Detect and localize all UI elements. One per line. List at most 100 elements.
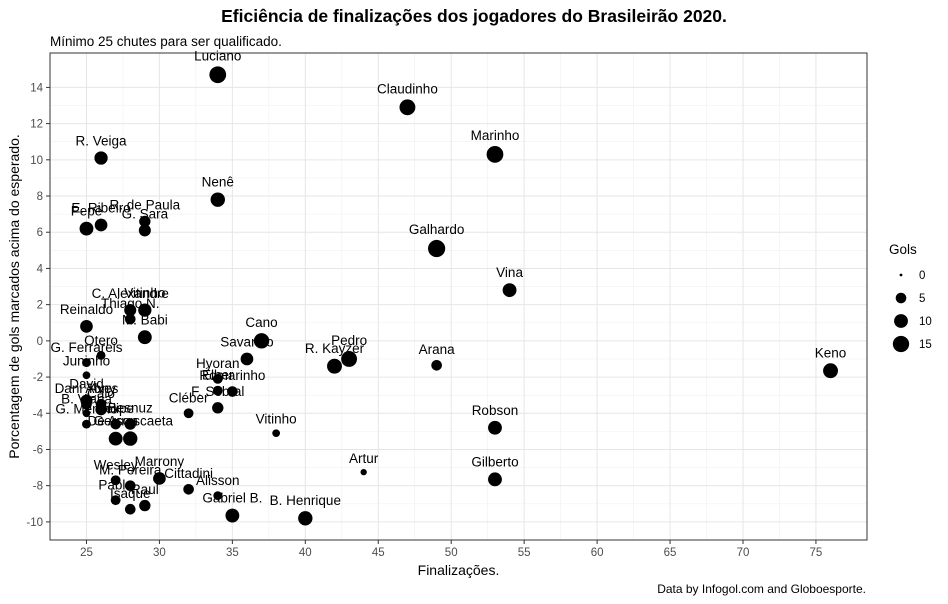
- point-label: Romarinho: [199, 368, 265, 383]
- data-point: [110, 495, 121, 506]
- legend-key: [895, 292, 907, 304]
- data-point: [108, 431, 123, 446]
- point-label: Felipe: [97, 401, 134, 416]
- data-point: [272, 429, 281, 438]
- data-point: [139, 215, 151, 228]
- point-label: Vitinho: [256, 411, 297, 426]
- y-tick-label: -10: [26, 517, 43, 529]
- point-label: Artur: [349, 451, 379, 466]
- point-label: Claudinho: [377, 81, 438, 96]
- x-tick-label: 65: [664, 547, 677, 559]
- point-label: Wesley: [94, 457, 138, 472]
- point-label: Hyoran: [196, 356, 240, 371]
- point-label: G. Ferrareis: [50, 340, 122, 355]
- point-label: Gilberto: [471, 454, 518, 469]
- data-point: [486, 145, 504, 163]
- y-tick-label: 6: [37, 227, 43, 239]
- y-tick-label: 0: [37, 336, 43, 348]
- point-label: Isaque: [110, 486, 151, 501]
- point-label: B. Henrique: [270, 493, 341, 508]
- data-point: [96, 350, 106, 360]
- x-tick-label: 35: [226, 547, 239, 559]
- data-point: [341, 351, 358, 367]
- plot-panel: [50, 53, 867, 540]
- point-label: Vitinho: [124, 285, 165, 300]
- data-point: [183, 484, 194, 495]
- point-label: Vina: [496, 265, 523, 280]
- point-label: Raul: [131, 482, 159, 497]
- data-point: [82, 409, 91, 418]
- point-label: M. Pereira: [99, 462, 162, 477]
- data-point: [227, 386, 238, 397]
- point-label: C. Alexandre: [92, 286, 169, 301]
- data-point: [82, 371, 91, 380]
- x-tick-label: 50: [445, 547, 458, 559]
- point-label: Otero: [84, 333, 118, 348]
- y-tick-label: 14: [30, 82, 43, 94]
- legend-label: 0: [919, 270, 925, 282]
- data-point: [327, 358, 342, 374]
- data-point: [488, 420, 502, 435]
- y-tick-label: 10: [30, 155, 43, 167]
- point-label: F. Sobral: [191, 384, 244, 399]
- point-label: Luciano: [194, 48, 241, 63]
- point-label: Marinho: [471, 128, 520, 143]
- point-label: Besnuz: [108, 400, 153, 415]
- point-label: Gabriel B.: [202, 491, 262, 506]
- data-point: [124, 304, 137, 317]
- point-label: G. Menino: [55, 402, 117, 417]
- point-label: De Arrascaeta: [87, 413, 173, 428]
- point-label: R. de Paula: [110, 198, 181, 213]
- data-point: [298, 511, 313, 526]
- point-label: Cléber: [169, 390, 209, 405]
- legend-label: 15: [919, 339, 932, 351]
- data-point: [137, 330, 152, 345]
- point-label: Pablo: [98, 477, 133, 492]
- data-point: [183, 408, 194, 419]
- x-tick-label: 25: [80, 547, 93, 559]
- point-label: B. Viana: [61, 391, 112, 406]
- point-label: Keno: [815, 345, 847, 360]
- point-label: Cano: [245, 315, 277, 330]
- x-axis-title: Finalizações.: [418, 562, 500, 578]
- point-label: M. Babi: [122, 312, 168, 327]
- point-label: Pepê: [71, 204, 103, 219]
- x-tick-label: 45: [372, 547, 385, 559]
- point-label: G. Sara: [122, 206, 169, 221]
- point-label: Yony: [86, 381, 116, 396]
- data-point: [123, 431, 138, 446]
- data-point: [95, 403, 107, 416]
- point-label: Robson: [472, 403, 519, 418]
- x-tick-label: 75: [810, 547, 823, 559]
- y-tick-label: 8: [37, 191, 43, 203]
- point-label: Marrony: [135, 454, 185, 469]
- point-label: E. Ribeiro: [71, 201, 130, 216]
- point-label: Galhardo: [409, 222, 465, 237]
- y-tick-label: -4: [33, 408, 44, 420]
- data-point: [110, 475, 121, 486]
- data-point: [502, 283, 517, 298]
- data-point: [79, 221, 94, 236]
- legend-label: 5: [919, 293, 925, 305]
- data-point: [823, 363, 838, 379]
- x-tick-label: 40: [299, 547, 312, 559]
- point-label: R. Veiga: [76, 133, 128, 148]
- legend-title: Gols: [889, 242, 917, 257]
- point-label: Caio: [87, 386, 115, 401]
- point-label: R. Kayzer: [305, 341, 365, 356]
- data-point: [124, 418, 136, 430]
- legend-label: 10: [919, 316, 932, 328]
- data-point: [94, 218, 108, 232]
- data-point: [82, 358, 91, 368]
- point-label: Pedro: [331, 333, 367, 348]
- data-point: [124, 480, 136, 491]
- data-point: [210, 192, 225, 207]
- point-label: Arana: [419, 342, 456, 357]
- point-label: Nenê: [202, 174, 234, 189]
- grid: [50, 53, 867, 540]
- data-point: [138, 303, 152, 317]
- data-point: [399, 99, 416, 116]
- y-tick-label: 4: [37, 263, 44, 275]
- point-label: Cittadini: [164, 466, 213, 481]
